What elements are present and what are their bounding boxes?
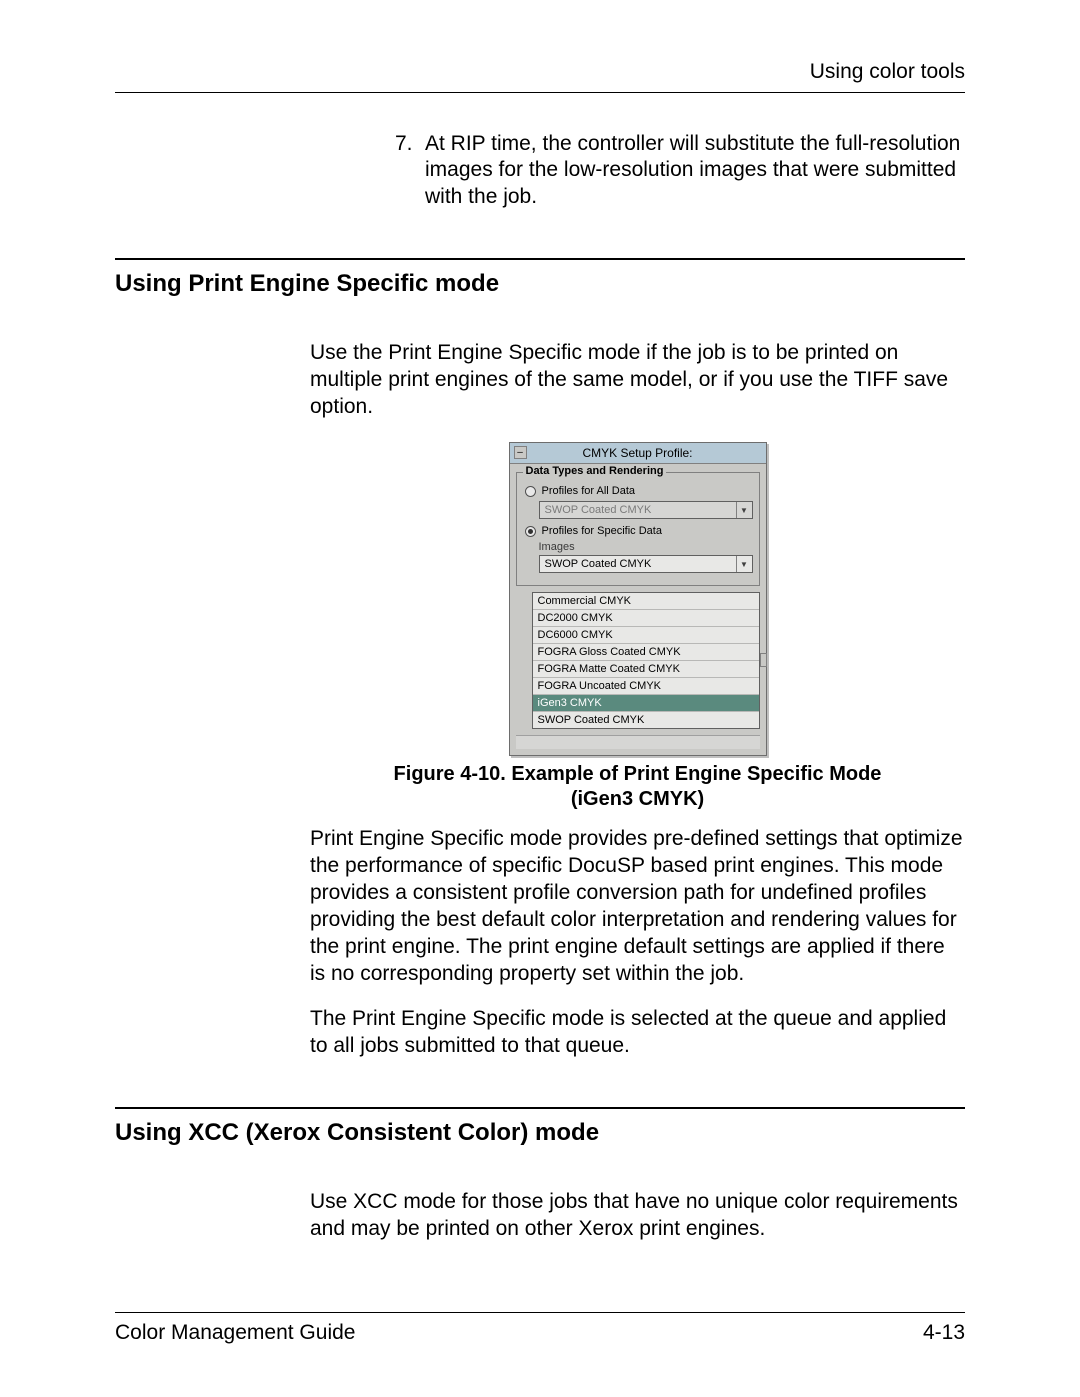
dropdown-item[interactable]: DC6000 CMYK <box>533 627 759 644</box>
scrollbar-thumb[interactable] <box>760 653 767 667</box>
window-minimize-icon[interactable]: – <box>514 446 527 459</box>
dropdown-list[interactable]: Commercial CMYK DC2000 CMYK DC6000 CMYK … <box>532 592 760 729</box>
fieldset-rendering: Data Types and Rendering Profiles for Al… <box>516 472 760 586</box>
chevron-down-icon: ▼ <box>736 502 752 518</box>
dropdown-item[interactable]: FOGRA Uncoated CMYK <box>533 678 759 695</box>
chevron-down-icon[interactable]: ▼ <box>736 556 752 572</box>
radio-specific-data[interactable]: Profiles for Specific Data <box>525 525 753 537</box>
dropdown-item[interactable]: SWOP Coated CMYK <box>533 712 759 728</box>
radio-all-data[interactable]: Profiles for All Data <box>525 485 753 497</box>
dropdown-item[interactable]: DC2000 CMYK <box>533 610 759 627</box>
para-body-2: Print Engine Specific mode provides pre-… <box>310 826 965 987</box>
dropdown-item[interactable]: Commercial CMYK <box>533 593 759 610</box>
para-body-3: The Print Engine Specific mode is select… <box>310 1006 965 1060</box>
para-intro: Use the Print Engine Specific mode if th… <box>310 340 965 421</box>
section-rule-2 <box>115 1107 965 1109</box>
dropdown-item[interactable]: FOGRA Gloss Coated CMYK <box>533 644 759 661</box>
dropdown-item[interactable]: FOGRA Matte Coated CMYK <box>533 661 759 678</box>
footer-rule <box>115 1312 965 1313</box>
ordered-step: 7. At RIP time, the controller will subs… <box>395 131 965 210</box>
radio-icon <box>525 526 536 537</box>
figure-caption: Figure 4-10. Example of Print Engine Spe… <box>310 762 965 812</box>
page-footer: Color Management Guide 4-13 <box>115 1312 965 1345</box>
heading-print-engine: Using Print Engine Specific mode <box>115 270 965 298</box>
footer-title: Color Management Guide <box>115 1321 355 1345</box>
dropdown-item[interactable]: iGen3 CMYK <box>533 695 759 712</box>
step-number: 7. <box>395 131 425 210</box>
combo-all-value: SWOP Coated CMYK <box>545 504 652 516</box>
figure-wrap: – CMYK Setup Profile: Data Types and Ren… <box>310 442 965 756</box>
heading-xcc: Using XCC (Xerox Consistent Color) mode <box>115 1119 965 1147</box>
footer-page-number: 4-13 <box>923 1321 965 1345</box>
step-text: At RIP time, the controller will substit… <box>425 131 965 210</box>
header-breadcrumb: Using color tools <box>115 60 965 84</box>
radio-specific-label: Profiles for Specific Data <box>542 525 662 537</box>
dialog-title-text: CMYK Setup Profile: <box>582 446 692 460</box>
para-xcc: Use XCC mode for those jobs that have no… <box>310 1189 965 1243</box>
dialog-titlebar: – CMYK Setup Profile: <box>510 443 766 464</box>
section-rule-1 <box>115 258 965 260</box>
combo-all-data: SWOP Coated CMYK ▼ <box>539 501 753 519</box>
dialog-bottom-strip <box>516 735 760 749</box>
header-rule <box>115 92 965 93</box>
sublabel-images: Images <box>539 541 753 553</box>
fieldset-legend: Data Types and Rendering <box>523 465 667 477</box>
combo-images-value: SWOP Coated CMYK <box>545 558 652 570</box>
radio-all-label: Profiles for All Data <box>542 485 636 497</box>
combo-images[interactable]: SWOP Coated CMYK ▼ <box>539 555 753 573</box>
cmyk-dialog: – CMYK Setup Profile: Data Types and Ren… <box>509 442 767 756</box>
radio-icon <box>525 486 536 497</box>
